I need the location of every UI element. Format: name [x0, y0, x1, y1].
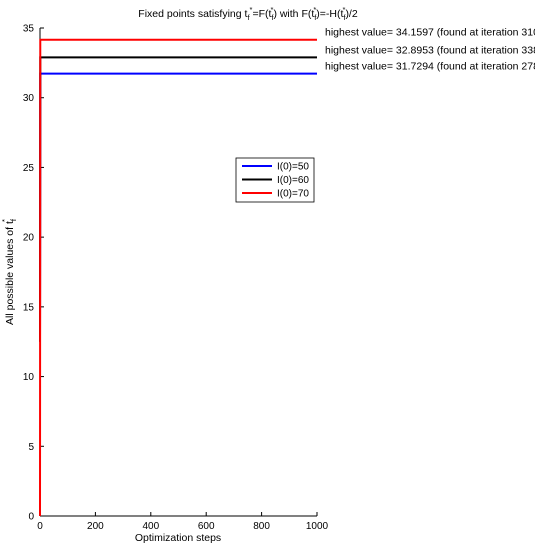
title-sub-c: f [314, 13, 317, 22]
title-sup-d: * [343, 5, 346, 14]
title-part-c: ) with F(t [273, 8, 314, 20]
y-tick-label: 30 [23, 93, 35, 104]
title-sub-b: f [271, 13, 274, 22]
annotations: highest value= 34.1597 (found at iterati… [325, 27, 535, 73]
legend-label-1: I(0)=50 [277, 162, 309, 173]
annotation-3: highest value= 31.7294 (found at iterati… [325, 61, 535, 73]
title-sup-a: * [250, 5, 253, 14]
legend: I(0)=50 I(0)=60 I(0)=70 [235, 157, 315, 203]
plot-area [40, 28, 317, 516]
title-sub-a: f [247, 13, 250, 22]
title-sup-c: * [313, 5, 316, 14]
series-line-3 [39, 38, 317, 517]
y-tick-label: 5 [28, 442, 34, 453]
y-axis-label-sub: f [9, 218, 18, 221]
title-sup-b: * [271, 5, 274, 14]
y-tick-label: 0 [28, 512, 34, 523]
y-axis-label: All possible values of tf* [0, 218, 18, 325]
legend-label-3: I(0)=70 [277, 189, 309, 200]
title-part-d: )=-H(t [316, 8, 343, 20]
y-tick-label: 15 [23, 302, 35, 313]
x-tick-label: 1000 [306, 521, 329, 532]
x-tick-label: 400 [142, 521, 159, 532]
x-tick-label: 800 [253, 521, 270, 532]
title-part-a: Fixed points satisfying t [138, 8, 247, 20]
y-tick-label: 25 [23, 163, 35, 174]
y-tick-label: 20 [23, 233, 35, 244]
x-tick-label: 200 [87, 521, 104, 532]
series-layer [39, 38, 317, 517]
y-tick-label: 35 [23, 24, 35, 35]
x-tick-label: 600 [198, 521, 215, 532]
chart-title: Fixed points satisfying tf*=F(tf*) with … [138, 5, 358, 22]
y-tick-label: 10 [23, 372, 35, 383]
annotation-1: highest value= 34.1597 (found at iterati… [325, 27, 535, 39]
title-part-b: =F(t [252, 8, 271, 20]
y-axis-label-main: All possible values of t [4, 221, 16, 325]
title-part-e: )/2 [345, 8, 357, 20]
y-axis-label-sup: * [0, 219, 9, 222]
annotation-2: highest value= 32.8953 (found at iterati… [325, 44, 535, 56]
x-axis-label: Optimization steps [135, 532, 221, 544]
legend-label-2: I(0)=60 [277, 175, 309, 186]
x-tick-label: 0 [37, 521, 43, 532]
title-sub-d: f [343, 13, 346, 22]
